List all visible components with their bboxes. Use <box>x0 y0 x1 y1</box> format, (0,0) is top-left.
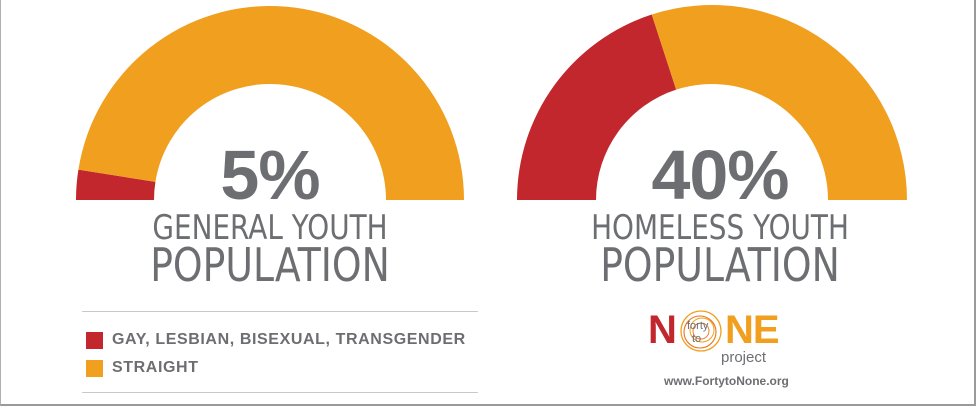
general-youth-slice-straight <box>78 6 464 200</box>
homeless-youth-slice-straight <box>651 4 907 200</box>
legend-item-straight: STRAIGHT <box>82 354 478 382</box>
logo-spiral-icon <box>680 310 722 352</box>
general-youth-percent: 5% <box>220 136 320 214</box>
legend-label-lgbt: GAY, LESBIAN, BISEXUAL, TRANSGENDER <box>112 331 466 348</box>
homeless-youth-slice-lgbt <box>517 14 677 201</box>
general-youth-label-line1: GENERAL YOUTH <box>152 208 388 248</box>
logo-to: to <box>692 333 702 345</box>
logo-letters-ne: NE <box>725 308 780 352</box>
homeless-youth-label-line1: HOMELESS YOUTH <box>591 208 849 248</box>
general-youth-label-line2: POPULATION <box>150 238 390 292</box>
legend-label-straight: STRAIGHT <box>112 359 199 376</box>
legend-item-lgbt: GAY, LESBIAN, BISEXUAL, TRANSGENDER <box>82 326 478 354</box>
homeless-youth-percent: 40% <box>651 136 789 214</box>
website-url: www.FortytoNone.org <box>664 374 789 388</box>
legend-swatch-lgbt <box>86 331 103 349</box>
homeless-youth-label-line2: POPULATION <box>600 238 840 292</box>
logo-forty: forty <box>687 320 709 332</box>
logo-letter-n: N <box>648 308 677 352</box>
legend-swatch-straight <box>86 359 103 377</box>
general-youth-slice-lgbt <box>76 169 156 200</box>
logo-project: project <box>721 349 767 366</box>
legend: GAY, LESBIAN, BISEXUAL, TRANSGENDER STRA… <box>82 311 478 393</box>
forty-to-none-logo: N forty to NE project <box>648 308 808 368</box>
